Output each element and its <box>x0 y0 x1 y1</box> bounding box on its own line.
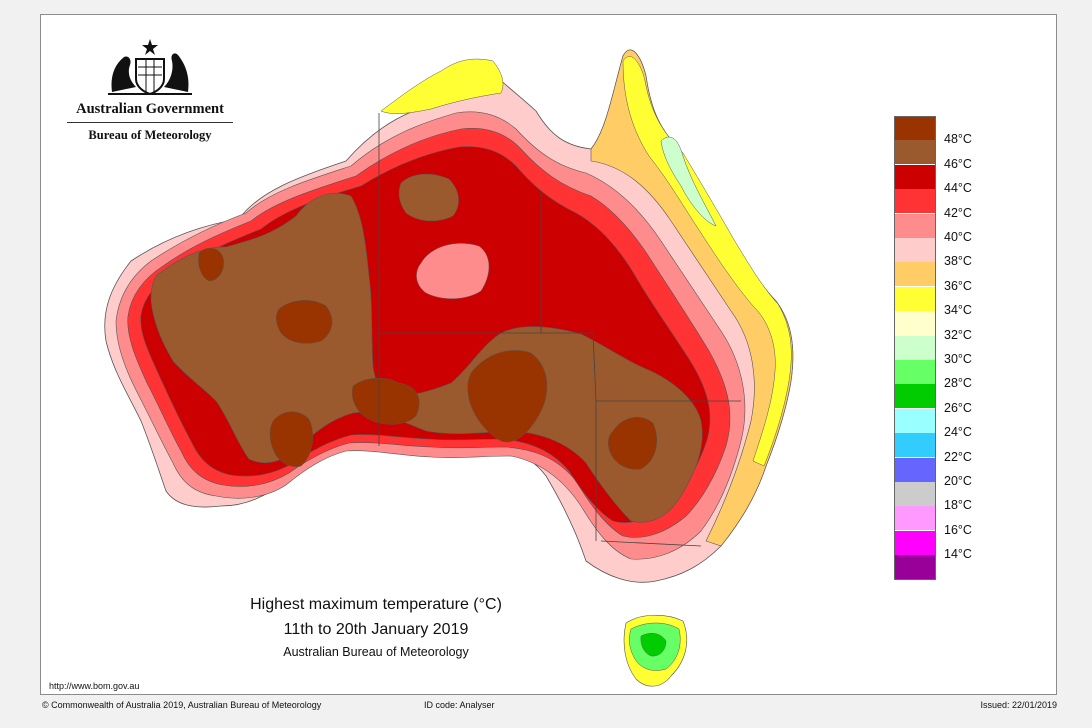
legend-swatch <box>894 140 936 165</box>
legend-label: 14°C <box>944 547 972 562</box>
government-logo: Australian Government Bureau of Meteorol… <box>61 37 239 143</box>
state-borders <box>378 113 741 547</box>
legend-swatch <box>894 530 936 555</box>
title-text: Highest maximum temperature <box>250 596 469 613</box>
region-46-north <box>398 173 459 222</box>
coastal-green-east <box>660 136 717 227</box>
legend-label: 16°C <box>944 522 972 537</box>
legend-label: 30°C <box>944 352 972 366</box>
legend-label: 26°C <box>944 400 972 415</box>
legend-swatch <box>894 433 936 458</box>
legend-label: 38°C <box>944 254 972 269</box>
map-frame: Australian Government Bureau of Meteorol… <box>40 14 1057 695</box>
legend-swatch <box>894 189 936 214</box>
region-48-west <box>276 300 333 344</box>
legend-swatch <box>894 213 936 238</box>
copyright-text: © Commonwealth of Australia 2019, Austra… <box>42 700 322 710</box>
legend-label: 28°C <box>944 376 972 391</box>
map-title: Highest maximum temperature (°C) <box>211 596 541 614</box>
legend-swatch <box>894 555 936 580</box>
legend-swatch <box>894 116 936 140</box>
region-48-south <box>269 411 313 467</box>
legend-swatch <box>894 408 936 433</box>
region-48-nw <box>198 247 224 282</box>
region-48-sc <box>351 377 420 425</box>
legend-swatch <box>894 238 936 262</box>
id-code: ID code: Analyser <box>424 700 495 710</box>
title-unit: (°C) <box>473 596 502 613</box>
legend-label: 40°C <box>944 230 972 244</box>
logo-divider <box>67 122 233 123</box>
legend-swatch <box>894 164 936 189</box>
legend-swatch <box>894 506 936 531</box>
legend-swatch <box>894 482 936 506</box>
coastal-band-east <box>590 49 794 547</box>
map-title-block: Highest maximum temperature (°C) 11th to… <box>211 596 541 659</box>
legend-label: 48°C <box>944 132 972 147</box>
coat-of-arms-icon <box>108 39 192 96</box>
coastal-band-east-yellow <box>622 56 792 467</box>
region-48-east <box>607 416 657 470</box>
bom-url-link[interactable]: http://www.bom.gov.au <box>49 681 140 691</box>
legend-label: 20°C <box>944 474 972 488</box>
legend-label: 36°C <box>944 278 972 293</box>
legend-swatch <box>894 335 936 360</box>
legend-swatch <box>894 311 936 336</box>
region-48-center <box>467 350 548 443</box>
legend-label: 24°C <box>944 425 972 440</box>
legend-label: 46°C <box>944 156 972 171</box>
legend-swatch <box>894 262 936 287</box>
temperature-map <box>104 49 794 687</box>
government-name: Australian Government <box>76 101 224 117</box>
tasmania-green-dark <box>640 633 667 657</box>
coastal-band-north <box>380 58 504 114</box>
legend-swatch <box>894 286 936 311</box>
legend-label: 18°C <box>944 498 972 513</box>
region-40-inner <box>416 243 490 299</box>
legend-label: 32°C <box>944 327 972 342</box>
legend-label: 22°C <box>944 449 972 464</box>
legend-swatch <box>894 384 936 409</box>
legend-border <box>894 116 936 580</box>
bureau-name: Bureau of Meteorology <box>88 128 212 142</box>
legend-swatch <box>894 360 936 384</box>
issued-date: Issued: 22/01/2019 <box>980 700 1057 710</box>
legend-label: 42°C <box>944 205 972 220</box>
legend-label: 34°C <box>944 303 972 318</box>
map-period: 11th to 20th January 2019 <box>283 621 469 638</box>
map-source: Australian Bureau of Meteorology <box>283 645 469 659</box>
legend-label: 44°C <box>944 181 972 196</box>
legend-swatch <box>894 457 936 482</box>
